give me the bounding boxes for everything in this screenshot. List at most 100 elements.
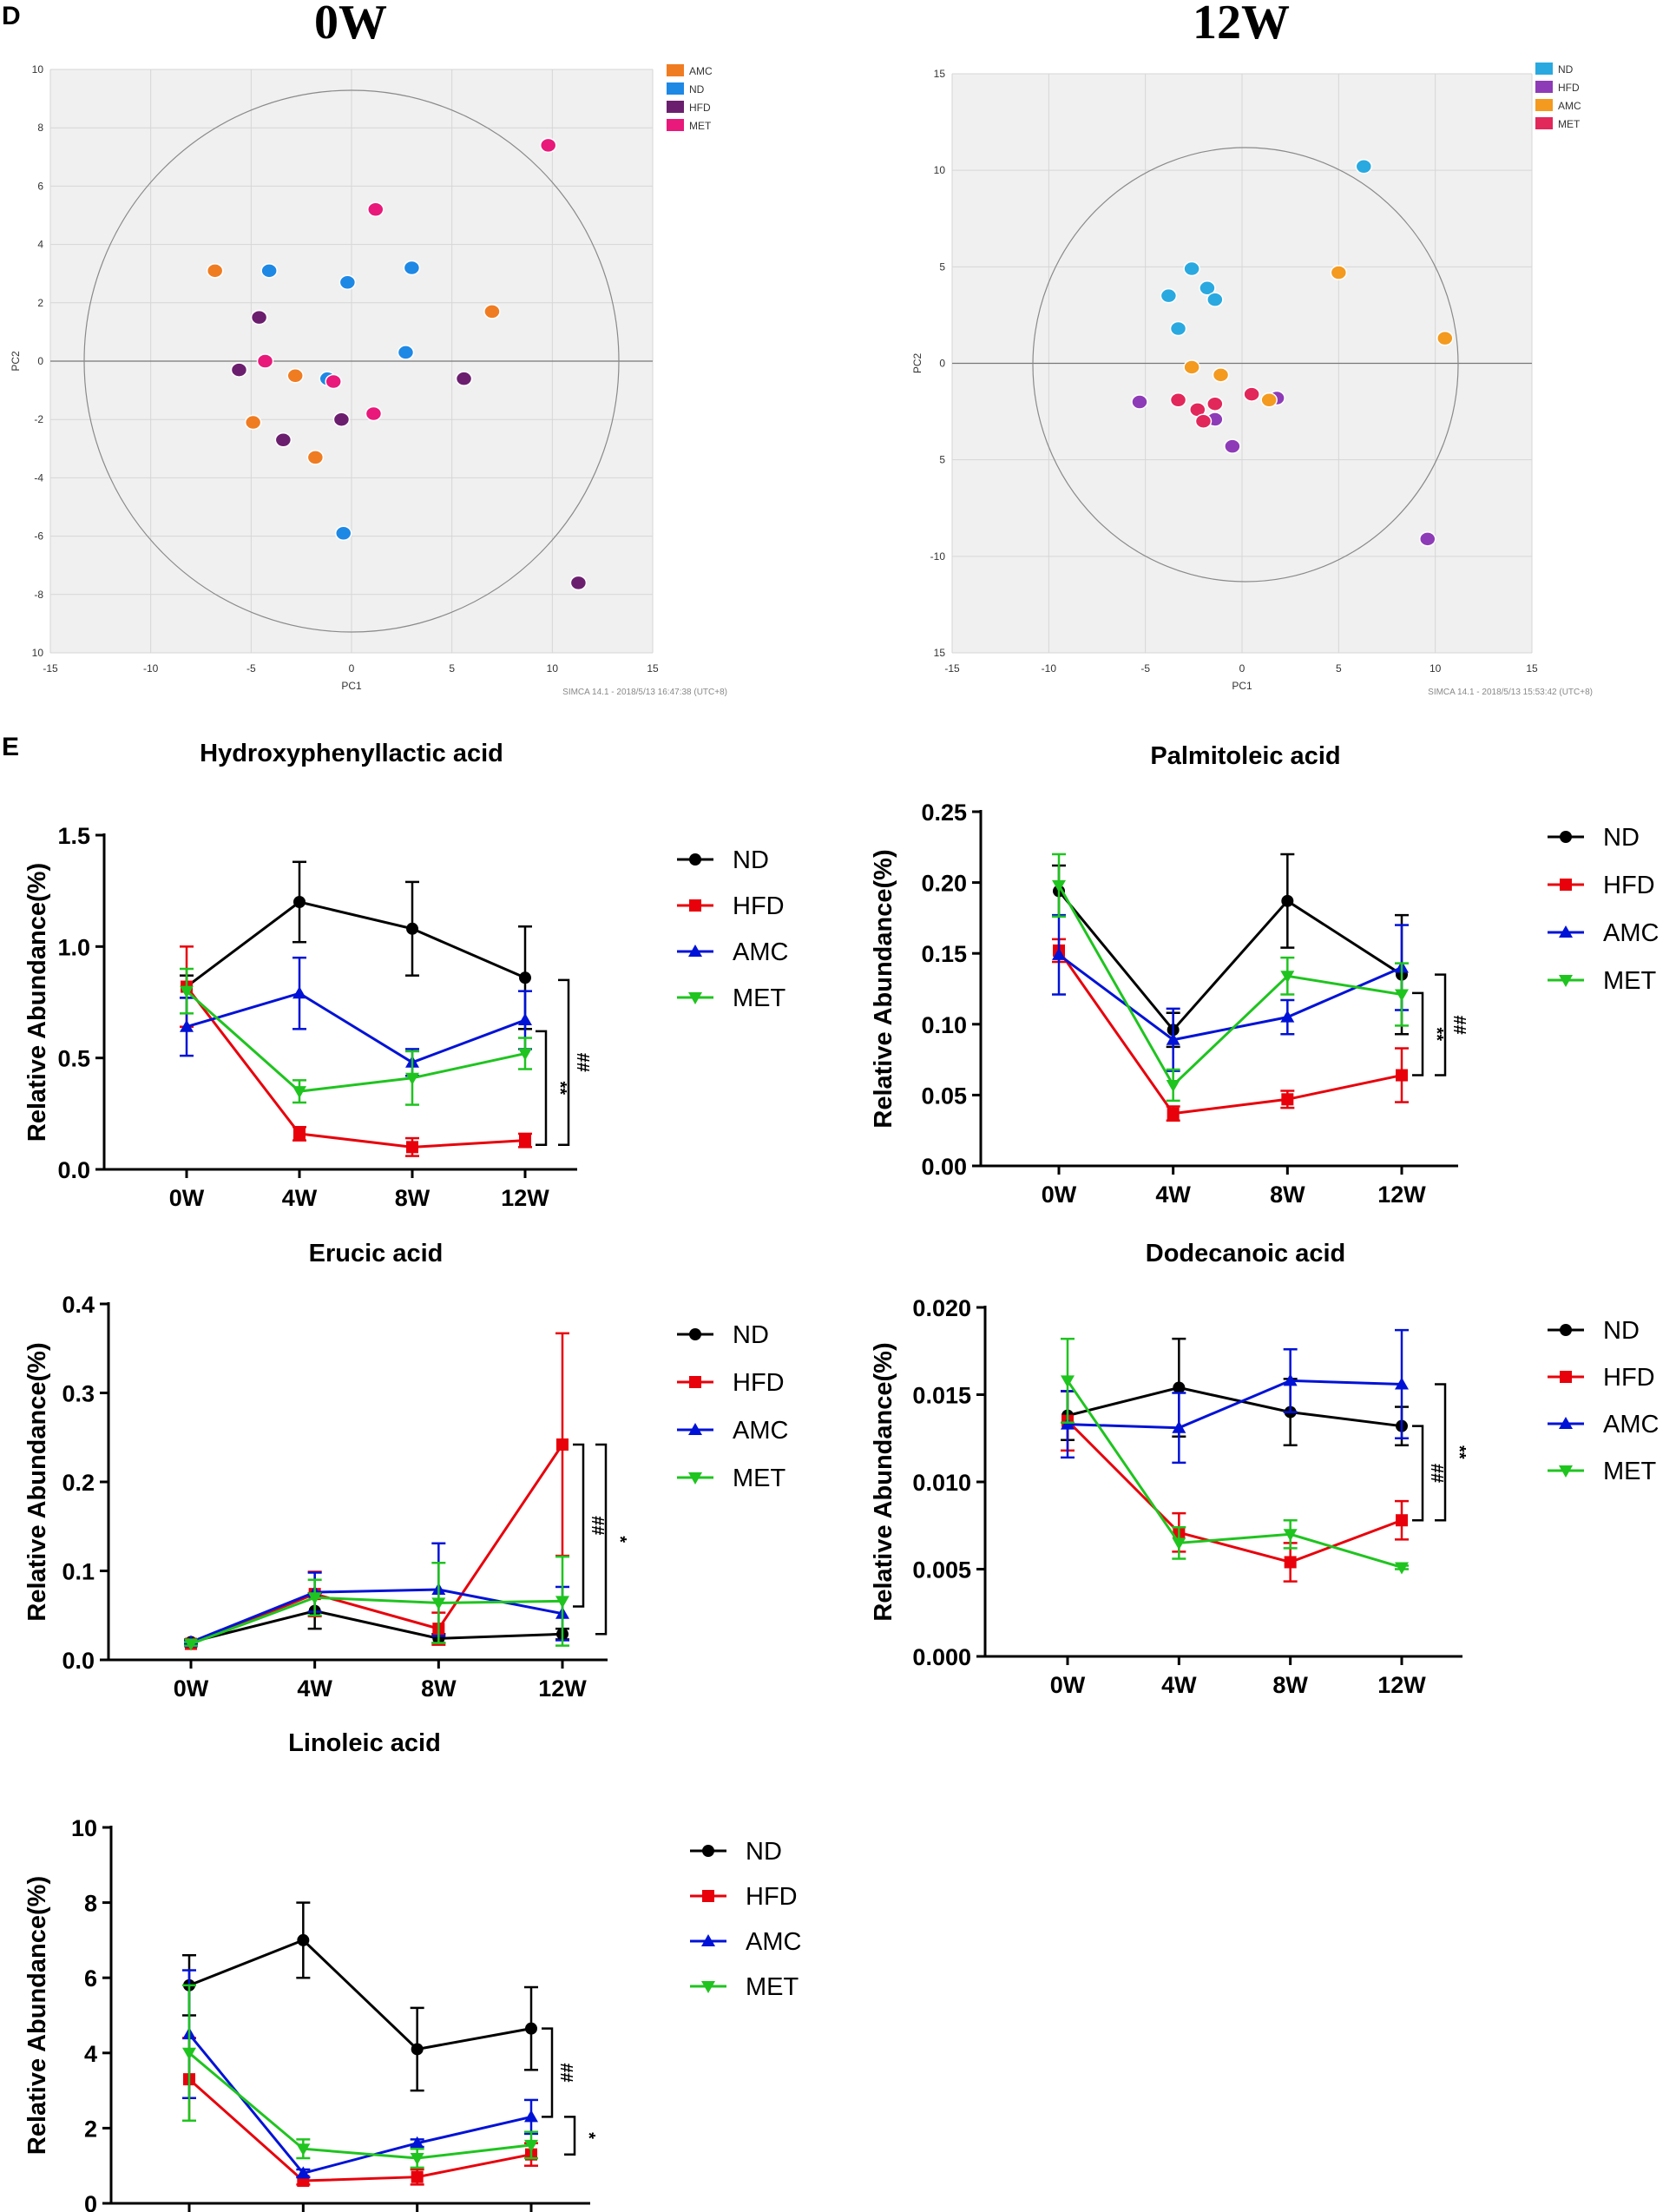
legend-label-amc: AMC <box>689 65 713 77</box>
line-chart-palmitoleic: Palmitoleic acid 0.00 0.05 0.10 0.15 0.20 0.25… <box>870 742 1659 1208</box>
x-tick-label: -15 <box>43 662 58 675</box>
data-point-met <box>365 405 383 422</box>
data-point-amc <box>296 2166 311 2179</box>
significance-bracket <box>595 1443 608 1636</box>
y-tick-label: -8 <box>34 589 43 601</box>
x-tick-label: 8W <box>1272 1672 1308 1698</box>
legend-marker-hfd <box>689 899 701 912</box>
y-tick-label: 15 <box>934 647 946 659</box>
data-point-hfd <box>1396 1514 1408 1527</box>
y-tick-label: 10 <box>71 1815 97 1841</box>
data-point-nd <box>1169 320 1187 337</box>
data-point-met <box>1169 392 1187 408</box>
legend-swatch-amc <box>667 64 684 76</box>
series-line-hfd <box>190 1444 564 1645</box>
hotelling-ellipse <box>1032 147 1459 583</box>
x-tick-label: 8W <box>421 1675 457 1702</box>
y-tick-label: 2 <box>84 2116 97 2142</box>
data-point-amc <box>1436 330 1454 346</box>
data-point-nd <box>397 345 415 360</box>
hotelling-ellipse <box>83 89 620 633</box>
data-point-met <box>431 1597 446 1610</box>
data-point-amc <box>292 986 306 999</box>
data-point-met <box>1194 413 1213 429</box>
series-line-nd <box>1057 890 1403 1032</box>
data-point-amc <box>286 368 304 384</box>
data-point-nd <box>297 1933 310 1946</box>
y-tick-label: 5 <box>939 260 945 273</box>
legend-marker-amc <box>688 945 702 957</box>
y-tick-label: 1.0 <box>57 934 90 960</box>
data-point-hfd <box>1396 1069 1408 1082</box>
data-point-amc <box>180 1019 194 1032</box>
y-tick-label: 0.4 <box>62 1292 95 1318</box>
y-tick-label: -4 <box>34 471 43 484</box>
chart-title: Dodecanoic acid <box>1146 1240 1345 1267</box>
data-point-nd <box>260 263 278 279</box>
x-tick-label: -10 <box>143 662 159 675</box>
x-axis-label: PC1 <box>1232 680 1252 692</box>
legend-marker-amc <box>701 1934 715 1946</box>
legend-label-met: MET <box>733 1465 786 1492</box>
series-line-nd <box>190 1610 563 1643</box>
legend-marker-amc <box>688 1423 702 1435</box>
legend-label-met: MET <box>1558 118 1581 130</box>
series-line-met <box>186 990 526 1093</box>
y-tick-label: 1.5 <box>57 823 90 849</box>
data-point-met <box>180 985 194 998</box>
significance-bracket <box>536 1030 548 1147</box>
x-tick-label: 15 <box>647 662 659 675</box>
data-point-met <box>296 2143 311 2156</box>
data-point-nd <box>1199 280 1216 296</box>
data-point-hfd <box>569 575 588 591</box>
data-point-hfd <box>293 1127 306 1140</box>
legend-marker-met <box>1559 975 1573 987</box>
software-footer: SIMCA 14.1 - 2018/5/13 16:47:38 (UTC+8) <box>562 688 727 697</box>
y-tick-label: 0.2 <box>62 1470 95 1496</box>
legend-label-hfd: HFD <box>733 892 785 920</box>
y-tick-label: 4 <box>84 2041 97 2067</box>
significance-bracket <box>1435 1383 1447 1522</box>
data-point-met <box>307 1592 322 1605</box>
significance-label: ## <box>556 2063 575 2082</box>
data-point-amc <box>524 2110 538 2123</box>
significance-label: * <box>610 1536 629 1543</box>
data-point-met <box>410 2153 424 2166</box>
data-point-nd <box>1183 260 1200 277</box>
chart-title: Palmitoleic acid <box>1150 742 1340 770</box>
data-point-amc <box>1330 265 1348 280</box>
x-tick-label: 4W <box>297 1675 332 1702</box>
legend-marker-met <box>688 1472 702 1485</box>
legend-label-hfd: HFD <box>746 1883 798 1911</box>
significance-label: ## <box>1449 1015 1469 1034</box>
significance-label: ** <box>1449 1445 1469 1459</box>
series-line-amc <box>187 2033 532 2176</box>
data-point-met <box>555 1596 569 1609</box>
y-tick-label: 0.00 <box>921 1154 967 1180</box>
data-point-amc <box>1052 947 1066 960</box>
data-point-amc <box>518 1013 532 1026</box>
legend-marker-nd <box>1560 1324 1572 1336</box>
y-tick-label: -10 <box>930 550 946 563</box>
x-tick-label: 12W <box>1377 1672 1426 1698</box>
data-point-nd <box>1206 292 1224 307</box>
data-point-amc <box>1283 1373 1298 1386</box>
series-line-nd <box>186 900 526 988</box>
data-point-met <box>184 1638 198 1651</box>
data-point-hfd <box>1167 1107 1180 1120</box>
data-point-nd <box>293 896 306 908</box>
y-tick-label: 5 <box>939 454 945 466</box>
x-tick-label: 15 <box>1526 662 1538 675</box>
line-chart-hydroxyphenyllactic: Hydroxyphenyllactic acid 0.0 0.5 1.0 1.5 0W 4W… <box>23 740 788 1211</box>
series-line-hfd <box>1057 950 1403 1116</box>
chart-title: 0W <box>314 0 387 49</box>
data-point-met <box>182 2047 196 2060</box>
x-tick-label: 0W <box>174 1675 209 1702</box>
data-point-amc <box>306 450 325 465</box>
y-axis-label: Relative Abundance(%) <box>23 1342 51 1621</box>
x-tick-label: 5 <box>449 662 455 675</box>
y-tick-label: 0.000 <box>912 1644 971 1670</box>
significance-label: ## <box>1427 1464 1446 1483</box>
data-point-nd <box>411 2043 424 2056</box>
series-line-hfd <box>1066 1419 1403 1564</box>
